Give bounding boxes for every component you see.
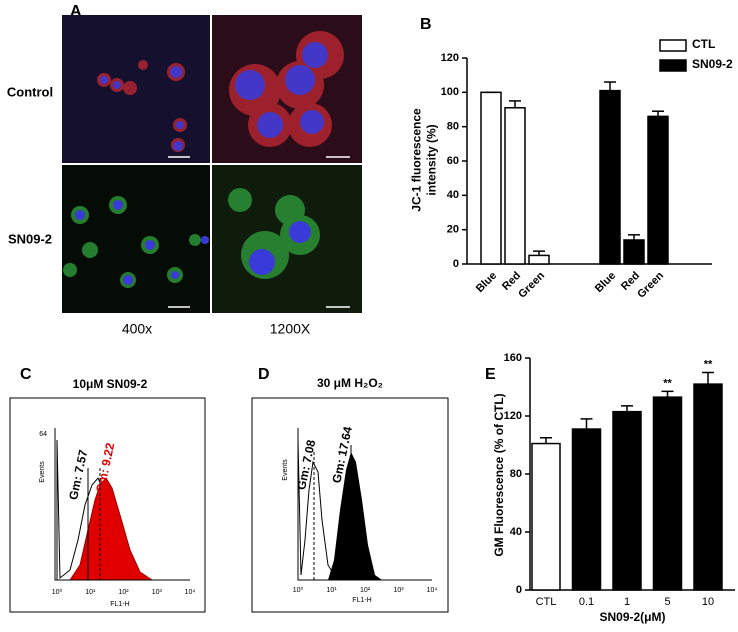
x-tick-label: Blue [593, 270, 618, 295]
panel-title: 10μM SN09-2 [73, 377, 148, 391]
error-bar [621, 405, 633, 412]
gm-label: Gm: 9.22 [93, 441, 117, 494]
error-bar [604, 81, 616, 91]
bar [647, 115, 669, 265]
frame [251, 397, 449, 613]
image [62, 165, 210, 313]
y-tick-label: 80 [447, 121, 459, 133]
error-bar [533, 250, 545, 256]
micrographs [62, 15, 362, 313]
x-axis-label: SN09-2(μM) [599, 610, 665, 624]
y-tick-label: 64 [39, 431, 47, 438]
x-tick-label: 10³ [152, 589, 163, 596]
y-tick-label: 20 [447, 224, 459, 236]
x-tick-label: 10⁰ [293, 586, 304, 594]
y-tick-label: 60 [447, 155, 459, 167]
histogram [297, 428, 432, 581]
panel-label: D [258, 366, 270, 383]
column-label: 1200X [270, 321, 311, 337]
legend-swatch [659, 59, 687, 72]
bar [693, 383, 723, 591]
x-axis-label: FL1-H [352, 597, 371, 604]
y-tick-label: 80 [510, 468, 522, 480]
x-tick-label: 10² [360, 587, 371, 594]
frame [9, 397, 206, 613]
error-bar [628, 234, 640, 240]
x-tick-label: CTL [536, 596, 557, 608]
panel-label: E [485, 366, 496, 383]
error-bar [661, 390, 674, 398]
y-tick-label: 100 [441, 86, 459, 98]
x-axis-label: FL1-H [110, 601, 129, 608]
gm-label: Gm: 7.57 [66, 448, 90, 501]
error-bar [652, 110, 664, 117]
x-tick-label: 10⁴ [185, 589, 196, 596]
y-tick-label: 0 [516, 584, 522, 596]
bar [528, 254, 550, 265]
x-tick-label: 10⁰ [52, 588, 63, 596]
x-tick-label: 10¹ [85, 589, 96, 596]
bar [599, 89, 621, 265]
legend-swatch [659, 39, 687, 52]
error-bar [509, 100, 521, 108]
bar [612, 410, 642, 591]
y-tick-label: 40 [447, 189, 459, 201]
x-tick-label: 10² [118, 589, 129, 596]
histogram [54, 428, 190, 581]
x-tick-label: Green [635, 269, 666, 300]
bar [571, 428, 602, 591]
y-axis-label: JC-1 fluorescence [410, 108, 424, 212]
bar [652, 396, 683, 591]
y-tick-label: 120 [504, 410, 522, 422]
x-tick-label: 10¹ [326, 587, 337, 594]
y-tick-label: 40 [510, 526, 522, 538]
y-tick-label: 0 [453, 258, 459, 270]
bar [504, 107, 526, 265]
y-tick-label: 120 [441, 52, 459, 64]
bar [623, 239, 645, 265]
legend-label: SN09-2 [692, 57, 733, 71]
legend-label: CTL [692, 37, 715, 51]
x-tick-label: 10⁴ [427, 587, 438, 594]
significance: ** [663, 377, 672, 389]
column-label: 400x [122, 321, 152, 337]
y-tick-label: 160 [504, 352, 522, 364]
x-tick-label: Blue [474, 270, 499, 295]
y-axis-label: GM Fluorescence (% of CTL) [492, 393, 506, 556]
y-axis-label: Events [39, 461, 46, 483]
x-tick-label: 5 [664, 596, 670, 608]
x-tick-label: 0.1 [579, 596, 594, 608]
y-axis-label: Events [282, 459, 289, 481]
bar [480, 91, 502, 265]
x-tick-label: Green [516, 269, 547, 300]
panel-title: 30 μM H₂O₂ [317, 376, 383, 390]
panel-label: C [20, 366, 32, 383]
error-bar [580, 418, 593, 430]
error-bar [702, 371, 714, 385]
y-axis-label: intensity (%) [425, 124, 439, 195]
bar [531, 442, 561, 591]
error-bar [540, 437, 552, 444]
x-tick-label: 10 [702, 596, 714, 608]
x-tick-label: 1 [624, 596, 630, 608]
significance: ** [704, 358, 713, 370]
panel-label: B [420, 16, 432, 33]
row-label: Control [7, 84, 53, 99]
x-tick-label: 10³ [393, 587, 404, 594]
row-label: SN09-2 [8, 231, 52, 246]
